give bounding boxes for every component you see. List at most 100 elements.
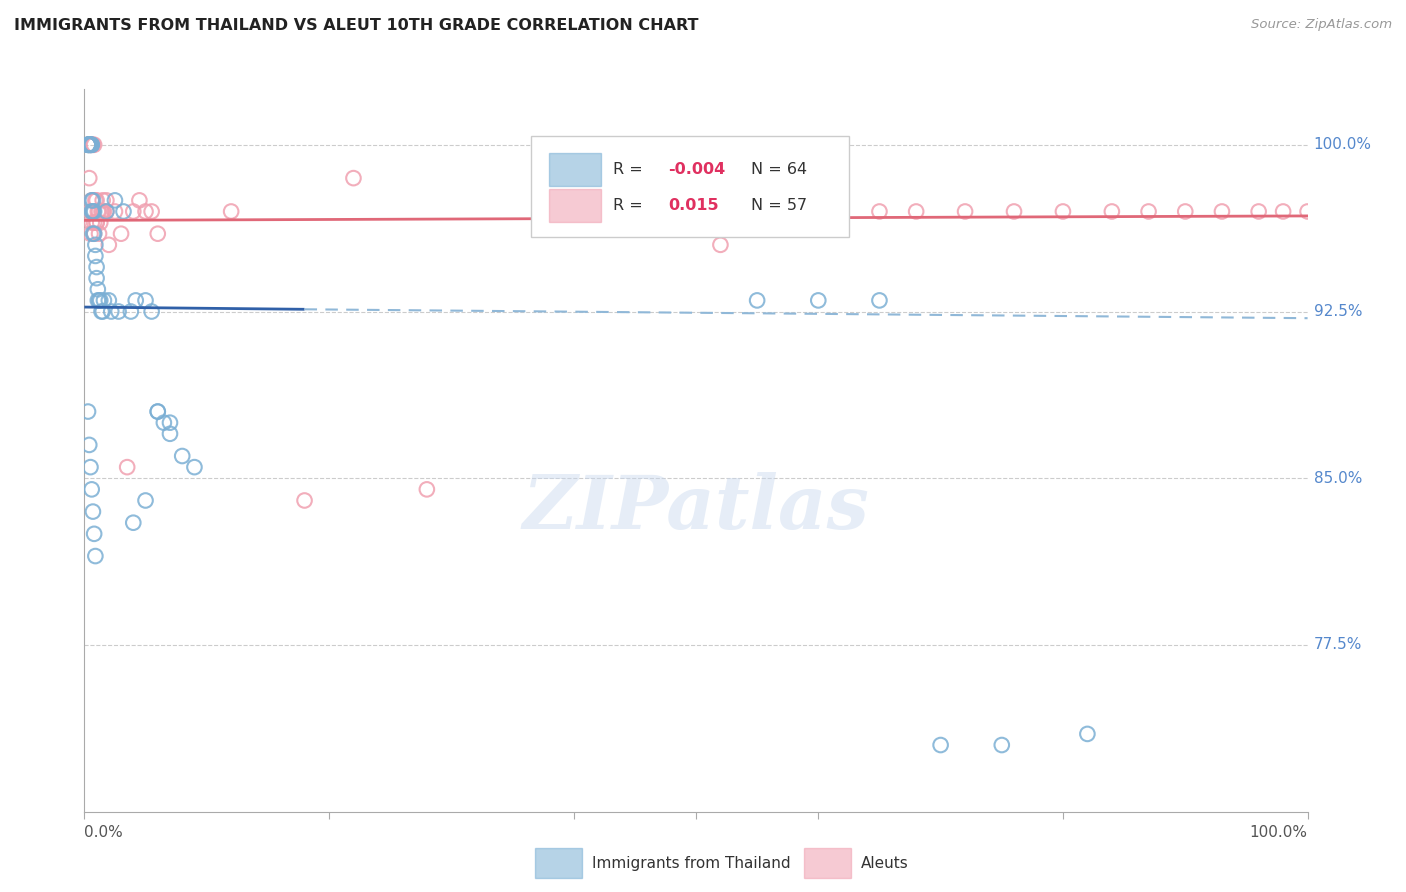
Point xyxy=(77,404,100,418)
Point xyxy=(87,227,110,241)
Text: ZIPatlas: ZIPatlas xyxy=(523,472,869,544)
Point xyxy=(87,282,110,296)
Point xyxy=(1052,204,1074,219)
Point xyxy=(77,137,100,152)
Point xyxy=(93,293,115,308)
Point xyxy=(929,738,952,752)
Point xyxy=(1002,204,1025,219)
Point xyxy=(1296,204,1319,219)
Point xyxy=(1174,204,1197,219)
FancyBboxPatch shape xyxy=(531,136,849,237)
Point xyxy=(990,738,1012,752)
Point xyxy=(342,171,364,186)
Point xyxy=(146,404,169,418)
Point xyxy=(747,194,769,208)
Point xyxy=(135,293,157,308)
Point xyxy=(141,304,163,318)
Point xyxy=(80,216,103,230)
Point xyxy=(122,516,145,530)
Point xyxy=(86,271,108,285)
Point xyxy=(96,204,118,219)
Point xyxy=(77,137,100,152)
Point xyxy=(83,227,105,241)
Point xyxy=(80,137,103,152)
Point xyxy=(159,416,181,430)
Text: N = 64: N = 64 xyxy=(751,162,807,177)
Point xyxy=(90,304,112,318)
Text: R =: R = xyxy=(613,162,648,177)
Point xyxy=(96,194,118,208)
Point xyxy=(219,204,242,219)
Point xyxy=(1076,727,1098,741)
Point xyxy=(93,204,115,219)
Point xyxy=(82,204,104,219)
Point xyxy=(97,293,120,308)
Point xyxy=(77,137,100,152)
Point xyxy=(685,204,707,219)
Point xyxy=(294,493,316,508)
Point xyxy=(79,137,101,152)
Point xyxy=(77,137,100,152)
Point xyxy=(86,260,108,274)
Point xyxy=(83,137,105,152)
Point xyxy=(77,438,100,452)
Point xyxy=(80,137,103,152)
Point xyxy=(183,460,205,475)
Point xyxy=(100,304,122,318)
Point xyxy=(709,237,731,252)
Point xyxy=(87,204,110,219)
Point xyxy=(135,204,157,219)
Point xyxy=(1272,204,1295,219)
FancyBboxPatch shape xyxy=(550,189,600,222)
Point xyxy=(91,204,114,219)
Point xyxy=(83,526,105,541)
Point xyxy=(869,204,891,219)
Point xyxy=(84,549,107,563)
Point xyxy=(1247,204,1270,219)
Point xyxy=(86,216,108,230)
Point xyxy=(1211,204,1233,219)
Point xyxy=(84,249,107,263)
Point xyxy=(89,216,111,230)
Text: 85.0%: 85.0% xyxy=(1313,471,1362,486)
Point xyxy=(89,293,111,308)
Point xyxy=(79,227,101,241)
Point xyxy=(112,204,135,219)
Text: N = 57: N = 57 xyxy=(751,198,807,213)
Text: -0.004: -0.004 xyxy=(668,162,725,177)
Point xyxy=(115,460,138,475)
Point xyxy=(146,227,169,241)
FancyBboxPatch shape xyxy=(550,153,600,186)
Text: R =: R = xyxy=(613,198,648,213)
Point xyxy=(82,204,104,219)
Point xyxy=(120,304,142,318)
Point xyxy=(82,505,104,519)
Point xyxy=(953,204,976,219)
Text: 92.5%: 92.5% xyxy=(1313,304,1362,319)
Point xyxy=(77,137,100,152)
Point xyxy=(79,137,101,152)
Text: Source: ZipAtlas.com: Source: ZipAtlas.com xyxy=(1251,18,1392,31)
Point xyxy=(125,293,148,308)
Point xyxy=(141,204,163,219)
Point xyxy=(135,493,157,508)
Point xyxy=(80,204,103,219)
Point xyxy=(83,227,105,241)
Point xyxy=(869,293,891,308)
Point xyxy=(104,204,127,219)
Text: 100.0%: 100.0% xyxy=(1250,825,1308,839)
Point xyxy=(91,194,114,208)
Text: Aleuts: Aleuts xyxy=(860,855,908,871)
Point xyxy=(87,293,110,308)
Point xyxy=(905,204,928,219)
Point xyxy=(1137,204,1160,219)
Point xyxy=(153,416,176,430)
Point xyxy=(97,237,120,252)
Point xyxy=(90,204,112,219)
Point xyxy=(1101,204,1123,219)
Point xyxy=(80,483,103,497)
Point xyxy=(146,404,169,418)
Text: 77.5%: 77.5% xyxy=(1313,638,1362,652)
Text: 0.0%: 0.0% xyxy=(84,825,124,839)
Point xyxy=(807,293,830,308)
